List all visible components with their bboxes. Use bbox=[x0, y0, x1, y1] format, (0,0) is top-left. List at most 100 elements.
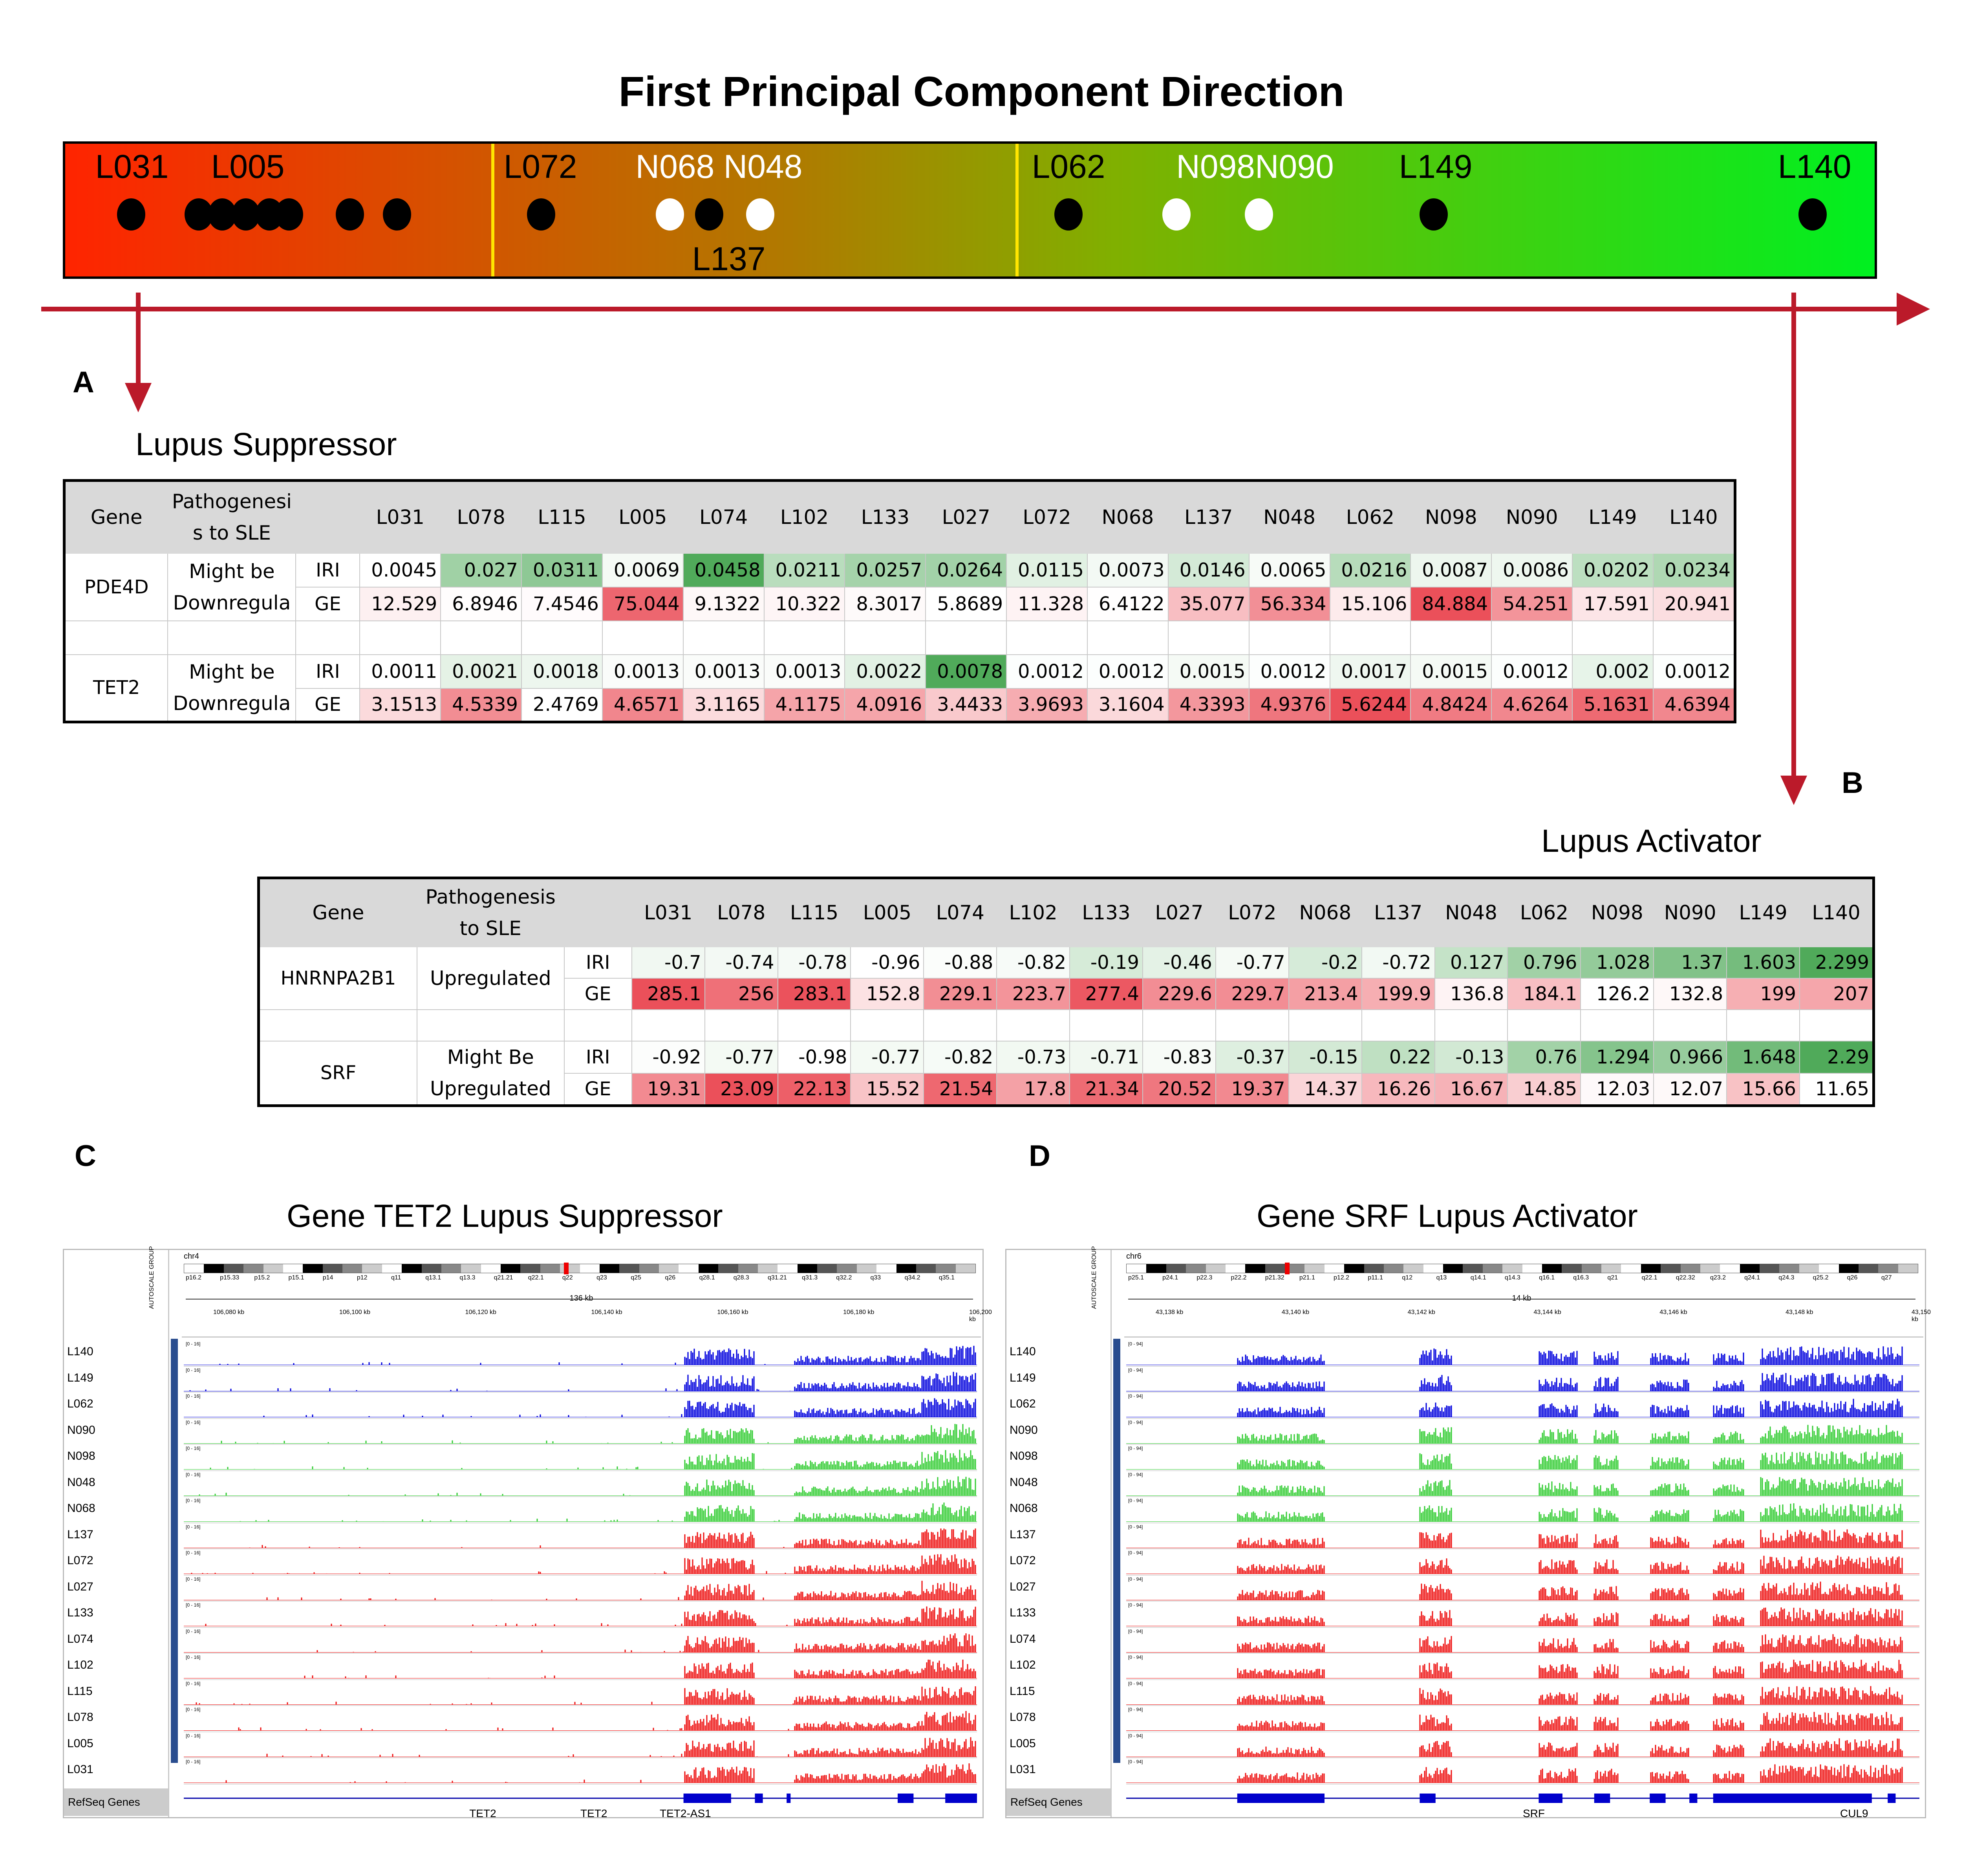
track-separator bbox=[184, 1757, 977, 1758]
band bbox=[520, 1264, 540, 1273]
sample-header: L133 bbox=[1069, 877, 1143, 947]
sample-track-label[interactable]: L074 bbox=[1010, 1632, 1036, 1645]
ge-value-cell: 3.1513 bbox=[359, 688, 441, 723]
sample-header: L062 bbox=[1329, 480, 1411, 554]
coverage-signal bbox=[249, 1528, 976, 1548]
sample-track-label[interactable]: N090 bbox=[1010, 1423, 1038, 1437]
sample-track-label[interactable]: L078 bbox=[1010, 1711, 1036, 1724]
sample-track-label[interactable]: L149 bbox=[67, 1371, 93, 1384]
iri-value-cell: 0.0264 bbox=[925, 553, 1007, 588]
sample-track-label[interactable]: L027 bbox=[1010, 1580, 1036, 1593]
sample-track-label[interactable]: L133 bbox=[67, 1606, 93, 1619]
sample-track-label[interactable]: L005 bbox=[1010, 1737, 1036, 1750]
ge-value-cell: 10.322 bbox=[763, 586, 845, 621]
sample-track-label[interactable]: L062 bbox=[1010, 1397, 1036, 1410]
track-separator bbox=[184, 1418, 977, 1419]
ge-value-cell: 3.4433 bbox=[925, 688, 1007, 723]
band-label: q21 bbox=[1607, 1274, 1618, 1281]
sample-track-label[interactable]: L137 bbox=[1010, 1528, 1036, 1541]
band bbox=[1858, 1264, 1879, 1273]
band-label: p11.1 bbox=[1368, 1274, 1383, 1281]
sample-track-label[interactable]: L062 bbox=[67, 1397, 93, 1410]
sample-track-label[interactable]: L133 bbox=[1010, 1606, 1036, 1619]
iri-value-cell: 1.648 bbox=[1726, 1040, 1800, 1074]
exon bbox=[1888, 1793, 1896, 1803]
sample-track-label[interactable]: N048 bbox=[1010, 1475, 1038, 1489]
sample-dot bbox=[1420, 198, 1448, 231]
sample-header: L031 bbox=[631, 877, 705, 947]
attribute-strip bbox=[171, 1339, 178, 1763]
track-range-label: [0 - 94] bbox=[1128, 1733, 1143, 1739]
track-separator bbox=[184, 1392, 977, 1393]
iri-value-cell: 2.29 bbox=[1799, 1040, 1874, 1074]
sample-track-label[interactable]: L005 bbox=[67, 1737, 93, 1750]
band bbox=[679, 1264, 699, 1273]
ge-value-cell: 223.7 bbox=[996, 977, 1070, 1010]
coverage-track bbox=[184, 1345, 977, 1365]
ge-value-cell: 152.8 bbox=[850, 977, 924, 1010]
band-label: q13.3 bbox=[459, 1274, 476, 1281]
coverage-track bbox=[1126, 1660, 1919, 1678]
chromosome-label: chr6 bbox=[1126, 1252, 1142, 1261]
sample-track-label[interactable]: L031 bbox=[67, 1763, 93, 1776]
sample-track-label[interactable]: N068 bbox=[67, 1502, 95, 1515]
sample-track-label[interactable]: L102 bbox=[67, 1658, 93, 1671]
sample-track-label[interactable]: L072 bbox=[67, 1554, 93, 1567]
sample-track-label[interactable]: L140 bbox=[1010, 1345, 1036, 1358]
band-label: q24.1 bbox=[1744, 1274, 1760, 1281]
spacer-cell bbox=[563, 1009, 632, 1041]
band-label: q12 bbox=[1402, 1274, 1413, 1281]
pc-label-l137: L137 bbox=[692, 240, 766, 277]
iri-value-cell: 0.0013 bbox=[763, 654, 845, 689]
sample-track-label[interactable]: L115 bbox=[1010, 1684, 1035, 1698]
band-label: q26 bbox=[1847, 1274, 1858, 1281]
sample-track-label[interactable]: L115 bbox=[67, 1684, 93, 1698]
band bbox=[1522, 1264, 1542, 1273]
sample-track-label[interactable]: L072 bbox=[1010, 1554, 1036, 1567]
ge-value-cell: 4.6571 bbox=[602, 688, 684, 723]
sample-track-label[interactable]: L102 bbox=[1010, 1658, 1036, 1671]
ge-value-cell: 15.52 bbox=[850, 1073, 924, 1106]
sample-track-label[interactable]: N098 bbox=[67, 1450, 95, 1462]
spacer-cell bbox=[1142, 1009, 1216, 1041]
chromosome-ideogram[interactable] bbox=[184, 1263, 976, 1274]
sample-track-label[interactable]: L149 bbox=[1010, 1371, 1036, 1384]
iri-value-cell: -0.78 bbox=[777, 946, 851, 979]
ge-value-cell: 12.529 bbox=[359, 586, 441, 621]
iri-value-cell: -0.15 bbox=[1288, 1040, 1362, 1074]
sample-track-label[interactable]: L074 bbox=[67, 1632, 93, 1645]
sample-track-label[interactable]: L137 bbox=[67, 1528, 93, 1541]
chromosome-ideogram[interactable] bbox=[1126, 1263, 1918, 1274]
coverage-signal bbox=[1237, 1529, 1903, 1548]
band-label: q27 bbox=[1881, 1274, 1892, 1281]
band bbox=[1839, 1264, 1859, 1273]
track-range-label: [0 - 94] bbox=[1128, 1759, 1143, 1764]
ge-value-cell: 20.941 bbox=[1652, 586, 1736, 621]
igv-browser-tet2: chr4 p16.2 p15.33 p15.2 p15.1 p14 p12 q11 q13.1 q… bbox=[63, 1246, 992, 1819]
sample-track-label[interactable]: L078 bbox=[67, 1711, 93, 1724]
sample-track-label[interactable]: L140 bbox=[67, 1345, 93, 1358]
iri-value-cell: 0.0115 bbox=[1006, 553, 1088, 588]
sample-track-label[interactable]: L031 bbox=[1010, 1763, 1036, 1776]
iri-value-cell: 0.0458 bbox=[682, 553, 765, 588]
refseq-track-label[interactable]: RefSeq Genes bbox=[64, 1788, 168, 1816]
track-range-label: [0 - 94] bbox=[1128, 1446, 1143, 1451]
sample-track-label[interactable]: N048 bbox=[67, 1475, 95, 1489]
coverage-track bbox=[1126, 1503, 1919, 1522]
ge-value-cell: 207 bbox=[1799, 977, 1874, 1010]
gene-label: TET2 bbox=[580, 1807, 607, 1819]
band-label: p22.2 bbox=[1231, 1274, 1247, 1281]
ruler-tick-label: 43,138 kb bbox=[1156, 1309, 1184, 1316]
ge-value-cell: 184.1 bbox=[1507, 977, 1581, 1010]
sample-track-label[interactable]: L027 bbox=[67, 1580, 93, 1593]
iri-value-cell: -0.77 bbox=[850, 1040, 924, 1074]
track-range-label: [0 - 94] bbox=[1128, 1680, 1143, 1686]
sample-track-label[interactable]: N068 bbox=[1010, 1502, 1038, 1515]
band bbox=[1403, 1264, 1423, 1273]
band-label: q16.1 bbox=[1539, 1274, 1555, 1281]
sample-track-label[interactable]: N090 bbox=[67, 1423, 95, 1437]
sample-track-label[interactable]: N098 bbox=[1010, 1450, 1038, 1462]
refseq-track-label[interactable]: RefSeq Genes bbox=[1006, 1788, 1110, 1816]
header-cell: Gene bbox=[64, 480, 168, 554]
band bbox=[1779, 1264, 1799, 1273]
